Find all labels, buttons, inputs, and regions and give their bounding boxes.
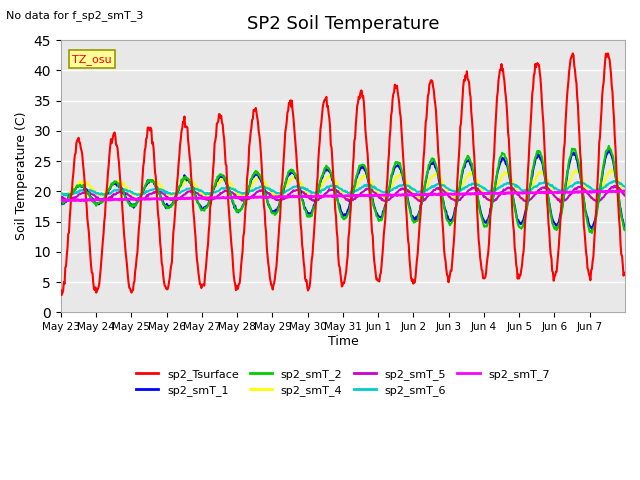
sp2_smT_5 [621, 193, 629, 199]
Text: TZ_osu: TZ_osu [72, 54, 112, 65]
sp2_smT_1 [401, 183, 409, 189]
sp2_smT_4 [401, 175, 409, 181]
sp2_smT_2 [57, 197, 65, 203]
sp2_smT_5 [401, 186, 409, 192]
sp2_smT_2 [124, 198, 131, 204]
sp2_smT_6 [124, 188, 132, 194]
sp2_smT_7 [62, 198, 70, 204]
sp2_Tsurface [124, 273, 132, 278]
Line: sp2_smT_1: sp2_smT_1 [61, 151, 625, 229]
sp2_Tsurface [402, 202, 410, 208]
sp2_Tsurface [228, 243, 236, 249]
Line: sp2_smT_4: sp2_smT_4 [61, 170, 625, 200]
sp2_smT_6 [255, 184, 263, 190]
sp2_smT_1 [227, 192, 235, 198]
Y-axis label: Soil Temperature (C): Soil Temperature (C) [15, 112, 28, 240]
sp2_smT_5 [276, 197, 284, 203]
sp2_smT_2 [433, 165, 440, 171]
sp2_smT_7 [277, 194, 285, 200]
sp2_smT_5 [255, 188, 262, 194]
sp2_smT_1 [57, 200, 65, 205]
sp2_Tsurface [621, 271, 629, 277]
sp2_smT_4 [608, 167, 616, 173]
sp2_smT_6 [402, 182, 410, 188]
sp2_Tsurface [57, 288, 65, 293]
sp2_smT_5 [556, 199, 564, 205]
Title: SP2 Soil Temperature: SP2 Soil Temperature [246, 15, 439, 33]
sp2_smT_6 [228, 186, 236, 192]
sp2_smT_6 [612, 178, 620, 184]
sp2_smT_7 [255, 194, 263, 200]
sp2_smT_2 [401, 184, 409, 190]
sp2_smT_7 [228, 194, 236, 200]
sp2_smT_2 [255, 172, 262, 178]
sp2_smT_4 [124, 185, 131, 191]
sp2_Tsurface [255, 133, 263, 139]
Line: sp2_smT_7: sp2_smT_7 [61, 191, 625, 201]
sp2_smT_7 [620, 188, 628, 194]
sp2_smT_2 [227, 192, 235, 198]
sp2_Tsurface [434, 133, 442, 139]
sp2_smT_5 [227, 189, 235, 195]
sp2_smT_1 [605, 148, 612, 154]
sp2_smT_4 [227, 180, 235, 186]
sp2_smT_5 [57, 194, 65, 200]
sp2_smT_1 [255, 174, 262, 180]
sp2_smT_6 [62, 192, 70, 198]
sp2_smT_2 [621, 228, 629, 233]
sp2_smT_7 [402, 192, 410, 198]
sp2_smT_7 [124, 196, 132, 202]
sp2_smT_2 [605, 143, 612, 149]
sp2_smT_5 [124, 191, 131, 196]
sp2_smT_4 [621, 192, 629, 198]
sp2_smT_6 [277, 190, 285, 196]
Line: sp2_smT_2: sp2_smT_2 [61, 146, 625, 233]
sp2_smT_7 [621, 188, 629, 194]
sp2_smT_6 [621, 184, 629, 190]
sp2_smT_6 [434, 181, 442, 187]
Line: sp2_smT_5: sp2_smT_5 [61, 186, 625, 202]
Line: sp2_smT_6: sp2_smT_6 [61, 181, 625, 195]
sp2_smT_2 [276, 198, 284, 204]
sp2_smT_4 [433, 170, 440, 176]
Legend: sp2_Tsurface, sp2_smT_1, sp2_smT_2, sp2_smT_4, sp2_smT_5, sp2_smT_6, sp2_smT_7: sp2_Tsurface, sp2_smT_1, sp2_smT_2, sp2_… [131, 364, 554, 400]
X-axis label: Time: Time [328, 335, 358, 348]
sp2_smT_1 [124, 196, 131, 202]
Text: No data for f_sp2_smT_3: No data for f_sp2_smT_3 [6, 10, 144, 21]
sp2_Tsurface [58, 292, 65, 298]
sp2_smT_7 [434, 192, 442, 197]
sp2_smT_5 [611, 183, 618, 189]
sp2_smT_4 [57, 190, 65, 195]
sp2_smT_2 [588, 230, 596, 236]
sp2_smT_4 [555, 197, 563, 203]
sp2_smT_5 [433, 185, 440, 191]
sp2_Tsurface [569, 50, 577, 56]
Line: sp2_Tsurface: sp2_Tsurface [61, 53, 625, 295]
sp2_smT_4 [276, 192, 284, 197]
sp2_Tsurface [277, 199, 285, 204]
sp2_smT_1 [433, 168, 440, 174]
sp2_smT_1 [621, 227, 629, 232]
sp2_smT_6 [57, 191, 65, 196]
sp2_smT_1 [276, 199, 284, 204]
sp2_smT_4 [255, 175, 262, 180]
sp2_smT_7 [57, 197, 65, 203]
